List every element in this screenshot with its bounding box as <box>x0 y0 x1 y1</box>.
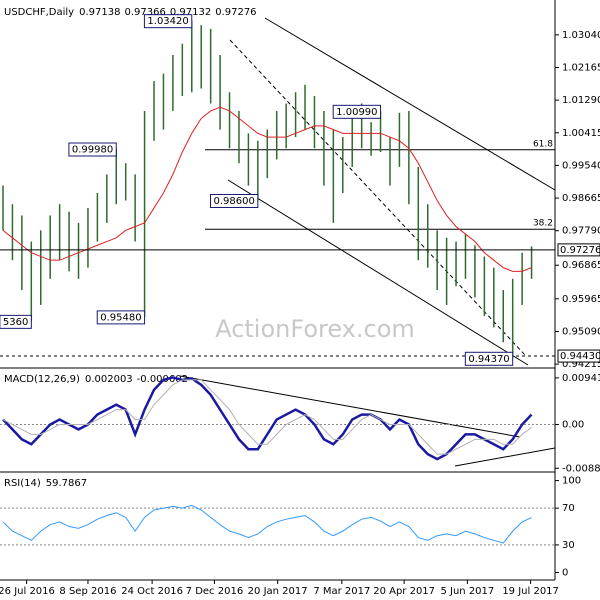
x-tick-label: 8 Sep 2016 <box>59 586 116 597</box>
trend-line <box>229 39 526 356</box>
series-line <box>2 504 532 544</box>
x-tick-label: 7 Mar 2017 <box>313 586 370 597</box>
trend-line <box>454 447 556 467</box>
x-tick-label: 20 Jan 2017 <box>248 586 308 597</box>
price-box <box>557 349 600 363</box>
y-tick-label: 0.00 <box>562 419 584 430</box>
panel-title: MACD(12,26,9) <box>4 374 80 385</box>
price-box-label: 0.97276 <box>560 245 600 256</box>
annotation-label: 0.94370 <box>468 354 509 365</box>
fib-label: 61.8 <box>533 139 553 149</box>
annotation-box <box>96 310 146 325</box>
y-tick-label: 0.95090 <box>562 326 600 337</box>
annotation-label: 1.00990 <box>336 107 377 118</box>
annotation-label: 5360 <box>3 317 28 328</box>
y-tick-label: 1.03040 <box>562 30 600 41</box>
price-box-label: 0.94430 <box>560 351 600 362</box>
annotation-label: 1.03420 <box>147 16 188 27</box>
y-tick-label: 1.00415 <box>562 128 600 139</box>
y-tick-label: 0.009411 <box>562 373 600 384</box>
x-tick-label: 19 Jul 2017 <box>502 586 559 597</box>
annotation-label: 0.99980 <box>72 145 113 156</box>
y-tick-label: 0.96865 <box>562 260 600 271</box>
series-line <box>2 376 533 461</box>
x-tick-label: 26 Jul 2016 <box>0 586 55 597</box>
annotation-box <box>68 142 117 157</box>
channel-line <box>264 17 556 191</box>
series-line <box>2 106 532 272</box>
header-value: 0.97132 <box>170 7 211 18</box>
y-tick-label: 0.94215 <box>562 359 600 370</box>
header-value: 0.002003 <box>85 374 133 385</box>
watermark: ActionForex.com <box>215 315 415 343</box>
y-tick-label: 0.98665 <box>562 193 600 204</box>
y-tick-label: 0.95965 <box>562 294 600 305</box>
y-tick-label: -0.008852 <box>562 463 600 474</box>
header-value: 59.7867 <box>46 478 87 489</box>
x-tick-label: 7 Dec 2016 <box>186 586 244 597</box>
y-tick-label: 0 <box>562 567 568 578</box>
panel-title: USDCHF,Daily <box>4 7 74 18</box>
series-line <box>2 379 532 455</box>
annotation-box <box>143 14 193 29</box>
y-tick-label: 1.01290 <box>562 95 600 106</box>
header-value: 0.97138 <box>79 7 120 18</box>
header-value: 0.97276 <box>215 7 256 18</box>
annotation-box <box>0 314 32 329</box>
x-tick-label: 24 Oct 2016 <box>121 586 183 597</box>
annotation-label: 0.95480 <box>100 312 141 323</box>
annotation-box <box>464 351 514 366</box>
y-tick-label: 1.02165 <box>562 62 600 73</box>
x-tick-label: 5 Jun 2017 <box>440 586 494 597</box>
y-tick-label: 30 <box>562 540 575 551</box>
annotation-box <box>209 193 259 208</box>
price-box <box>557 243 600 257</box>
annotation-box <box>332 104 382 119</box>
y-tick-label: 100 <box>562 476 581 487</box>
x-tick-label: 20 Apr 2017 <box>373 586 435 597</box>
fib-label: 38.2 <box>533 219 553 229</box>
annotation-label: 0.98600 <box>213 196 254 207</box>
y-tick-label: 70 <box>562 503 575 514</box>
channel-line <box>227 179 529 366</box>
trend-line <box>179 375 521 438</box>
header-value: 0.97366 <box>124 7 165 18</box>
y-tick-label: 0.97790 <box>562 226 600 237</box>
panel-title: RSI(14) <box>4 478 41 489</box>
y-tick-label: 0.99540 <box>562 160 600 171</box>
